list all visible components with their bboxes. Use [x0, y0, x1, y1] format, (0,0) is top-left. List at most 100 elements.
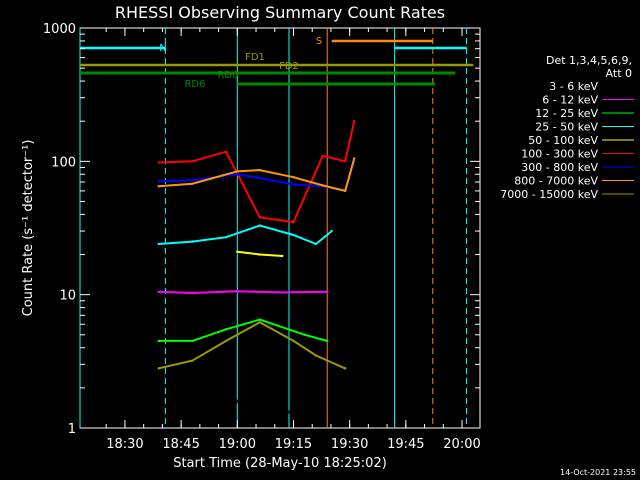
- annotation-layer: N S FD1 FD2 RD0 RD6: [79, 28, 474, 428]
- data-point: [224, 339, 228, 343]
- data-point: [224, 150, 228, 153]
- data-point: [258, 176, 261, 180]
- x-axis-label: Start Time (28-May-10 18:25:02): [173, 456, 387, 471]
- data-point: [292, 176, 295, 179]
- x-tick-label: 19:30: [331, 437, 368, 452]
- series-line: [158, 158, 356, 193]
- data-point: [325, 290, 329, 294]
- data-point: [258, 392, 261, 396]
- legend-header-line2: Att 0: [606, 67, 632, 80]
- data-point: [281, 291, 284, 294]
- y-axis-label: Count Rate (s⁻¹ detector⁻¹): [21, 140, 36, 317]
- x-tick-label: 18:45: [162, 437, 199, 452]
- data-point: [258, 318, 261, 321]
- data-point: [191, 291, 194, 295]
- flag-label-n: N: [159, 43, 166, 54]
- series-line: [158, 318, 328, 342]
- data-point: [258, 216, 261, 219]
- data-point: [330, 229, 333, 233]
- legend-label: 6 - 12 keV: [542, 94, 598, 107]
- data-point: [191, 179, 194, 182]
- series-0: [224, 392, 295, 424]
- axis-layer: 18:30 18:45 19:00 19:15 19:30 19:45 20:00 1 10 10…: [43, 22, 481, 452]
- data-point: [258, 224, 261, 227]
- data-point: [281, 254, 284, 258]
- data-point: [191, 240, 194, 243]
- data-point: [157, 367, 160, 370]
- data-point: [325, 339, 329, 343]
- x-tick-label: 19:00: [219, 437, 256, 452]
- flag-label-rd6: RD6: [184, 79, 205, 90]
- data-point: [191, 182, 194, 185]
- data-point: [224, 421, 228, 424]
- legend-label: 3 - 6 keV: [549, 80, 598, 93]
- data-point: [236, 170, 239, 173]
- data-point: [258, 321, 261, 324]
- flag-label-s: S: [316, 36, 322, 47]
- data-point: [236, 399, 239, 402]
- data-point: [258, 168, 261, 172]
- timestamp: 14-Oct-2021 23:55: [560, 468, 636, 477]
- x-tick-label: 18:30: [106, 437, 143, 452]
- data-point: [292, 339, 295, 343]
- data-point: [224, 235, 228, 239]
- series-8: [157, 321, 347, 370]
- data-point: [191, 160, 194, 163]
- y-tick-label: 100: [51, 155, 76, 170]
- data-point: [303, 333, 306, 337]
- series-4: [236, 250, 284, 258]
- legend-label: 100 - 300 keV: [521, 148, 598, 161]
- data-point: [258, 253, 261, 256]
- legend-label: 25 - 50 keV: [535, 121, 598, 134]
- data-point: [236, 250, 239, 253]
- legend-label: 7000 - 15000 keV: [500, 188, 598, 201]
- data-point: [236, 173, 239, 176]
- data-point: [352, 157, 356, 160]
- data-point: [343, 189, 347, 193]
- data-point: [191, 359, 194, 362]
- data-point: [224, 328, 228, 331]
- y-tick-label: 10: [59, 289, 76, 304]
- data-point: [281, 403, 284, 406]
- y-tick-label: 1000: [43, 22, 76, 37]
- data-point: [314, 242, 318, 246]
- flag-label-fd2: FD2: [279, 61, 299, 72]
- data-point: [321, 184, 324, 187]
- data-point: [157, 161, 160, 164]
- data-point: [292, 233, 295, 237]
- data-point: [343, 160, 347, 163]
- data-point: [157, 185, 160, 188]
- legend-label: 12 - 25 keV: [535, 107, 598, 120]
- data-point: [157, 179, 160, 183]
- data-point: [292, 416, 295, 419]
- x-tick-label: 20:00: [443, 437, 480, 452]
- chart-title: RHESSI Observing Summary Count Rates: [115, 3, 445, 22]
- x-tick-label: 19:45: [387, 437, 424, 452]
- data-point: [292, 220, 295, 224]
- legend-label: 800 - 7000 keV: [514, 175, 598, 188]
- flag-label-fd1: FD1: [245, 52, 265, 63]
- data-point: [321, 154, 324, 158]
- series-3: [157, 224, 333, 246]
- data-point: [292, 183, 295, 186]
- data-point: [157, 290, 160, 294]
- x-tick-label: 19:15: [275, 437, 312, 452]
- data-point: [236, 290, 239, 293]
- flag-label-rd0: RD0: [217, 70, 238, 81]
- data-point: [352, 119, 356, 123]
- data-point: [343, 367, 347, 370]
- series-2: [157, 318, 329, 343]
- series-layer: [157, 119, 356, 424]
- series-7: [157, 157, 356, 193]
- legend-label: 50 - 100 keV: [528, 134, 598, 147]
- series-1: [157, 290, 329, 295]
- series-5: [157, 119, 356, 224]
- legend-header-line1: Det 1,3,4,5,6,9,: [546, 54, 632, 67]
- data-point: [157, 242, 160, 246]
- data-point: [157, 339, 160, 343]
- series-line: [158, 120, 356, 224]
- data-point: [191, 339, 194, 343]
- data-point: [314, 354, 318, 357]
